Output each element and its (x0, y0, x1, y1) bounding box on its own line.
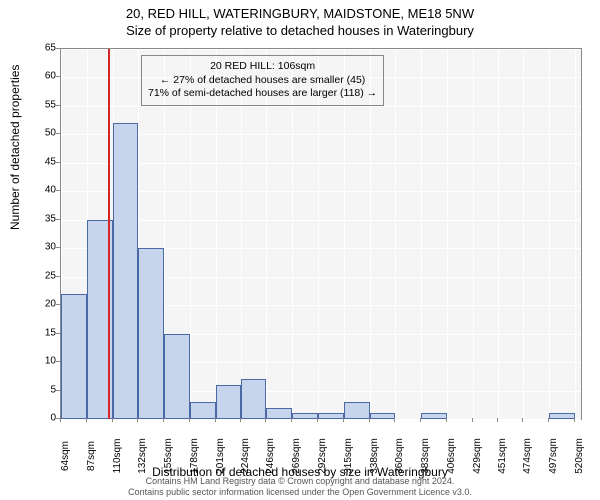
histogram-bar (113, 123, 138, 419)
histogram-bar (370, 413, 395, 419)
x-tick-mark (420, 418, 421, 422)
gridline-h (61, 220, 581, 221)
gridline-h (61, 419, 581, 420)
annotation-box: 20 RED HILL: 106sqm ← 27% of detached ho… (141, 55, 384, 106)
x-tick-mark (86, 418, 87, 422)
y-tick-mark (56, 162, 60, 163)
histogram-bar (292, 413, 318, 419)
annotation-line-3: 71% of semi-detached houses are larger (… (148, 87, 377, 101)
histogram-bar (61, 294, 87, 419)
y-axis-label: Number of detached properties (8, 65, 22, 230)
gridline-h (61, 106, 581, 107)
footer-line-1: Contains HM Land Registry data © Crown c… (0, 476, 600, 487)
footer-line-2: Contains public sector information licen… (0, 487, 600, 498)
x-tick-mark (240, 418, 241, 422)
histogram-bar (190, 402, 216, 419)
gridline-v (498, 49, 499, 419)
histogram-bar (549, 413, 575, 419)
y-tick-mark (56, 276, 60, 277)
y-tick-mark (56, 333, 60, 334)
y-tick-mark (56, 133, 60, 134)
reference-line (108, 49, 110, 419)
y-tick-label: 5 (32, 384, 56, 395)
footer: Contains HM Land Registry data © Crown c… (0, 476, 600, 498)
histogram-bar (421, 413, 447, 419)
y-tick-label: 25 (32, 270, 56, 281)
plot-area: 20 RED HILL: 106sqm ← 27% of detached ho… (60, 48, 582, 420)
gridline-v (421, 49, 422, 419)
annotation-line-2: ← 27% of detached houses are smaller (45… (148, 74, 377, 88)
histogram-bar (138, 248, 164, 419)
histogram-bar (318, 413, 344, 419)
x-tick-mark (189, 418, 190, 422)
x-tick-mark (137, 418, 138, 422)
y-tick-mark (56, 48, 60, 49)
y-tick-label: 40 (32, 185, 56, 196)
x-tick-mark (369, 418, 370, 422)
x-tick-mark (343, 418, 344, 422)
y-tick-label: 30 (32, 242, 56, 253)
title-block: 20, RED HILL, WATERINGBURY, MAIDSTONE, M… (0, 0, 600, 40)
y-tick-label: 15 (32, 327, 56, 338)
histogram-bar (344, 402, 370, 419)
chart-container: 20, RED HILL, WATERINGBURY, MAIDSTONE, M… (0, 0, 600, 500)
histogram-bar (216, 385, 242, 419)
x-tick-mark (446, 418, 447, 422)
gridline-v (523, 49, 524, 419)
title-line-2: Size of property relative to detached ho… (0, 23, 600, 40)
gridline-h (61, 49, 581, 50)
gridline-v (395, 49, 396, 419)
gridline-v (549, 49, 550, 419)
histogram-bar (164, 334, 190, 419)
y-tick-label: 45 (32, 156, 56, 167)
x-tick-mark (394, 418, 395, 422)
y-tick-mark (56, 76, 60, 77)
histogram-bar (266, 408, 292, 419)
x-tick-mark (112, 418, 113, 422)
x-tick-mark (60, 418, 61, 422)
gridline-h (61, 134, 581, 135)
title-line-1: 20, RED HILL, WATERINGBURY, MAIDSTONE, M… (0, 6, 600, 23)
gridline-h (61, 191, 581, 192)
x-tick-mark (265, 418, 266, 422)
gridline-v (447, 49, 448, 419)
x-tick-mark (574, 418, 575, 422)
y-tick-mark (56, 361, 60, 362)
y-tick-label: 0 (32, 413, 56, 424)
x-tick-mark (548, 418, 549, 422)
x-tick-mark (215, 418, 216, 422)
y-tick-label: 50 (32, 128, 56, 139)
x-tick-mark (317, 418, 318, 422)
y-tick-label: 55 (32, 99, 56, 110)
y-tick-label: 60 (32, 71, 56, 82)
x-tick-mark (522, 418, 523, 422)
y-tick-label: 10 (32, 356, 56, 367)
annotation-line-1: 20 RED HILL: 106sqm (148, 60, 377, 74)
y-tick-mark (56, 390, 60, 391)
gridline-v (575, 49, 576, 419)
y-tick-mark (56, 105, 60, 106)
histogram-bar (241, 379, 266, 419)
x-tick-mark (497, 418, 498, 422)
y-tick-mark (56, 247, 60, 248)
y-tick-label: 20 (32, 299, 56, 310)
x-tick-mark (291, 418, 292, 422)
y-tick-mark (56, 219, 60, 220)
x-tick-mark (472, 418, 473, 422)
y-tick-mark (56, 304, 60, 305)
y-tick-mark (56, 190, 60, 191)
y-tick-label: 35 (32, 213, 56, 224)
gridline-h (61, 163, 581, 164)
x-tick-mark (163, 418, 164, 422)
gridline-v (473, 49, 474, 419)
y-tick-label: 65 (32, 43, 56, 54)
